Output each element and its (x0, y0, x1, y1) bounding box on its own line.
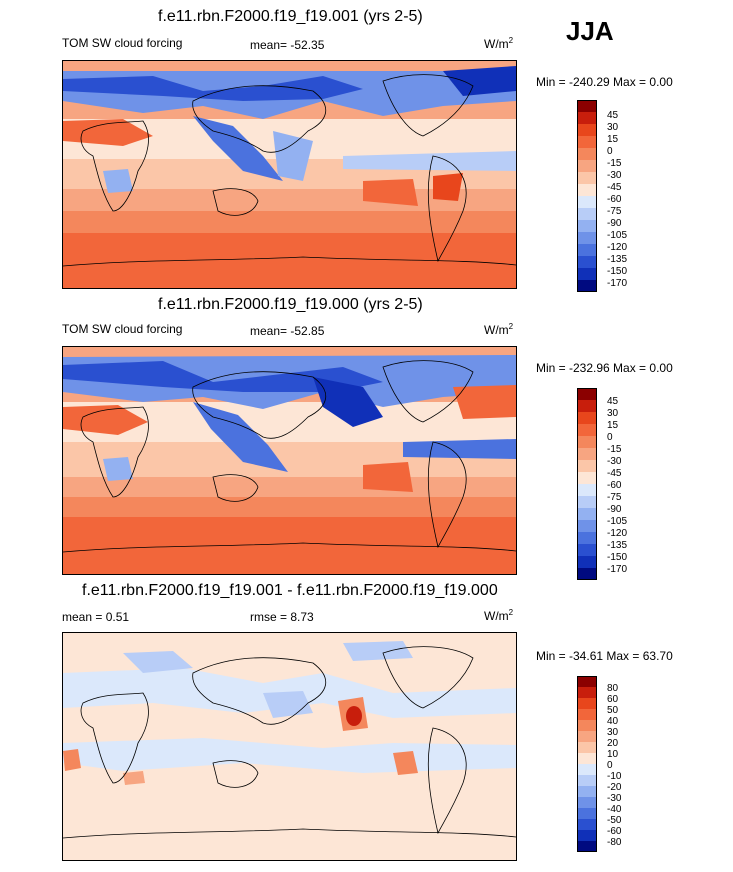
panel1-cbar-label: 15 (607, 134, 619, 145)
panel2-title: f.e11.rbn.F2000.f19_f19.000 (yrs 2-5) (158, 296, 423, 313)
panel1-map (62, 60, 517, 289)
panel2-cbar-label: -105 (607, 516, 628, 527)
panel2-cbar-label: -60 (607, 480, 622, 491)
panel3-units: W/m2 (484, 608, 514, 623)
panel1-cbar-label: 45 (607, 110, 619, 121)
panel3-rmse-label: rmse = 8.73 (250, 610, 314, 624)
panel1-cbar-label: -30 (607, 170, 622, 181)
panel1-cbar-label: -90 (607, 218, 622, 229)
panel1-cbar-label: 30 (607, 122, 619, 133)
panel3-cbar-label: 60 (607, 694, 619, 705)
panel3-map (62, 632, 517, 861)
panel2-mean-label: mean= -52.85 (250, 324, 325, 338)
panel2-colorbar (577, 388, 597, 580)
panel2-map (62, 346, 517, 575)
panel3-cbar-label: -20 (607, 782, 622, 793)
panel2-cbar-label: -75 (607, 492, 622, 503)
panel1-units: W/m2 (484, 36, 514, 51)
panel1-cbar-label: -170 (607, 278, 628, 289)
panel1-variable-label: TOM SW cloud forcing (62, 36, 183, 50)
panel1-cbar-label: -45 (607, 182, 622, 193)
panel1-cbar-label: -105 (607, 230, 628, 241)
panel3-cbar-label: 80 (607, 683, 619, 694)
panel3-colorbar (577, 676, 597, 852)
panel2-cbar-label: -15 (607, 444, 622, 455)
panel2-cbar-label: -170 (607, 564, 628, 575)
panel2-cbar-label: -135 (607, 540, 628, 551)
panel1-cbar-label: -75 (607, 206, 622, 217)
panel1-title: f.e11.rbn.F2000.f19_f19.001 (yrs 2-5) (158, 8, 423, 25)
season-label: JJA (566, 16, 614, 46)
panel3-cbar-label: -80 (607, 837, 622, 848)
panel3-cbar-label: 30 (607, 727, 619, 738)
panel2-cbar-label: -45 (607, 468, 622, 479)
panel3-cbar-label: 0 (607, 760, 613, 771)
panel1-cbar-label: -150 (607, 266, 628, 277)
panel1-cbar-label: -135 (607, 254, 628, 265)
panel2-cbar-label: -30 (607, 456, 622, 467)
panel3-cbar-label: -40 (607, 804, 622, 815)
panel1-minmax: Min = -240.29 Max = 0.00 (536, 75, 673, 89)
panel2-cbar-label: -120 (607, 528, 628, 539)
panel3-cbar-label: 20 (607, 738, 619, 749)
panel3-cbar-label: -10 (607, 771, 622, 782)
panel1-cbar-label: 0 (607, 146, 613, 157)
panel3-cbar-label: -60 (607, 826, 622, 837)
panel3-mean-label: mean = 0.51 (62, 610, 130, 624)
panel2-cbar-label: 15 (607, 420, 619, 431)
panel3-cbar-label: -30 (607, 793, 622, 804)
panel1-cbar-label: -60 (607, 194, 622, 205)
panel3-cbar-label: 10 (607, 749, 619, 760)
panel3-cbar-label: 40 (607, 716, 619, 727)
panel1-mean-label: mean= -52.35 (250, 38, 325, 52)
panel2-cbar-label: -150 (607, 552, 628, 563)
panel3-cbar-label: 50 (607, 705, 619, 716)
panel2-cbar-label: 0 (607, 432, 613, 443)
panel2-units: W/m2 (484, 322, 514, 337)
panel2-variable-label: TOM SW cloud forcing (62, 322, 183, 336)
panel1-colorbar (577, 100, 597, 292)
panel3-cbar-label: -50 (607, 815, 622, 826)
panel1-cbar-label: -15 (607, 158, 622, 169)
panel2-cbar-label: -90 (607, 504, 622, 515)
panel2-cbar-label: 45 (607, 396, 619, 407)
panel3-minmax: Min = -34.61 Max = 63.70 (536, 649, 673, 663)
panel2-minmax: Min = -232.96 Max = 0.00 (536, 361, 673, 375)
panel1-cbar-label: -120 (607, 242, 628, 253)
panel3-title: f.e11.rbn.F2000.f19_f19.001 - f.e11.rbn.… (82, 582, 498, 599)
panel2-cbar-label: 30 (607, 408, 619, 419)
